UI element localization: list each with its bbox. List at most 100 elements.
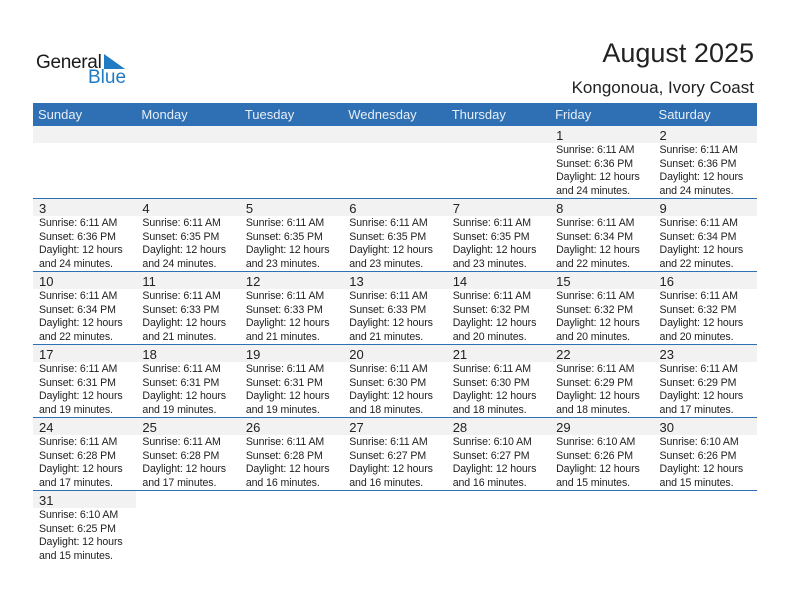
day-cell: 16 Sunrise: 6:11 AM Sunset: 6:32 PM Dayligh… [653,272,757,344]
empty-cell [550,491,653,563]
sunset-text: Sunset: 6:35 PM [452,230,530,243]
daylight-text: Daylight: 12 hours [142,463,227,475]
day-info: Sunrise: 6:11 AM Sunset: 6:31 PM Daylight:… [136,362,239,417]
day-cell: 14 Sunrise: 6:11 AM Sunset: 6:32 PM Dayligh… [446,272,551,344]
minutes-text: and 24 minutes. [142,257,217,270]
minutes-text: and 20 minutes. [659,330,734,343]
sunset-text: Sunset: 6:34 PM [659,230,737,243]
empty-cell [239,126,344,198]
day-info: Sunrise: 6:10 AM Sunset: 6:27 PM Daylight:… [447,435,550,490]
day-number: 28 [446,418,551,435]
day-number: 31 [33,491,137,508]
day-number: 9 [653,199,757,216]
day-cell: 24 Sunrise: 6:11 AM Sunset: 6:28 PM Dayligh… [33,418,137,490]
weekday-saturday: Saturday [658,107,711,122]
week-row: 31 Sunrise: 6:10 AM Sunset: 6:25 PM Dayligh… [33,491,757,563]
sunrise-text: Sunrise: 6:11 AM [452,363,531,375]
empty-cell [447,491,550,563]
daylight-text: Daylight: 12 hours [349,463,433,475]
day-info: Sunrise: 6:11 AM Sunset: 6:27 PM Daylight:… [343,435,446,490]
empty-cell [446,126,551,198]
daylight-text: Daylight: 12 hours [39,390,123,402]
sunrise-text: Sunrise: 6:11 AM [349,363,428,375]
daylight-text: Daylight: 12 hours [556,317,640,329]
empty-cell [343,491,446,563]
empty-cell [343,126,447,198]
day-number: 27 [343,418,447,435]
weekday-thursday: Thursday [451,107,506,122]
sunrise-text: Sunrise: 6:11 AM [39,217,118,229]
sunrise-text: Sunrise: 6:11 AM [142,290,221,302]
day-number: 1 [550,126,654,143]
daylight-text: Daylight: 12 hours [245,317,330,329]
day-info: Sunrise: 6:11 AM Sunset: 6:36 PM Daylight:… [33,216,136,271]
sunset-text: Sunset: 6:25 PM [39,522,116,535]
minutes-text: and 20 minutes. [452,330,527,343]
sunset-text: Sunset: 6:34 PM [39,303,116,316]
day-cell: 9 Sunrise: 6:11 AM Sunset: 6:34 PM Daylight… [653,199,757,271]
logo-text-general: General [36,52,102,73]
day-cell: 30 Sunrise: 6:10 AM Sunset: 6:26 PM Dayligh… [653,418,757,490]
sunset-text: Sunset: 6:26 PM [556,449,633,462]
daylight-text: Daylight: 12 hours [142,317,227,329]
week-row: 10 Sunrise: 6:11 AM Sunset: 6:34 PM Dayligh… [33,272,757,345]
day-number: 4 [136,199,240,216]
sunrise-text: Sunrise: 6:11 AM [245,290,325,302]
minutes-text: and 21 minutes. [142,330,217,343]
day-cell: 26 Sunrise: 6:11 AM Sunset: 6:28 PM Dayligh… [239,418,344,490]
minutes-text: and 22 minutes. [659,257,734,270]
day-info: Sunrise: 6:11 AM Sunset: 6:28 PM Daylight:… [240,435,343,490]
day-cell: 10 Sunrise: 6:11 AM Sunset: 6:34 PM Dayligh… [33,272,137,344]
sunset-text: Sunset: 6:31 PM [142,376,220,389]
daylight-text: Daylight: 12 hours [349,390,433,402]
day-cell: 12 Sunrise: 6:11 AM Sunset: 6:33 PM Dayligh… [239,272,344,344]
sunset-text: Sunset: 6:28 PM [142,449,220,462]
sunrise-text: Sunrise: 6:11 AM [659,144,738,156]
day-cell: 21 Sunrise: 6:11 AM Sunset: 6:30 PM Dayligh… [446,345,551,417]
daylight-text: Daylight: 12 hours [142,244,227,256]
minutes-text: and 19 minutes. [39,403,113,416]
day-cell: 25 Sunrise: 6:11 AM Sunset: 6:28 PM Dayligh… [136,418,240,490]
day-cell: 3 Sunrise: 6:11 AM Sunset: 6:36 PM Daylight… [33,199,137,271]
empty-cell [136,491,239,563]
daylight-text: Daylight: 12 hours [245,390,330,402]
day-number [343,126,447,143]
daylight-text: Daylight: 12 hours [39,536,123,548]
day-info: Sunrise: 6:11 AM Sunset: 6:31 PM Daylight:… [240,362,343,417]
daylight-text: Daylight: 12 hours [452,463,537,475]
day-info: Sunrise: 6:10 AM Sunset: 6:26 PM Daylight:… [550,435,653,490]
minutes-text: and 22 minutes. [556,257,630,270]
day-cell: 31 Sunrise: 6:10 AM Sunset: 6:25 PM Dayligh… [33,491,137,563]
sunrise-text: Sunrise: 6:10 AM [39,509,119,521]
day-cell: 8 Sunrise: 6:11 AM Sunset: 6:34 PM Daylight… [550,199,654,271]
minutes-text: and 15 minutes. [659,476,734,489]
day-cell: 18 Sunrise: 6:11 AM Sunset: 6:31 PM Dayligh… [136,345,240,417]
minutes-text: and 15 minutes. [39,549,113,562]
day-info: Sunrise: 6:11 AM Sunset: 6:28 PM Daylight:… [136,435,239,490]
day-number: 18 [136,345,240,362]
day-number: 16 [653,272,757,289]
sunset-text: Sunset: 6:29 PM [659,376,737,389]
week-row: 3 Sunrise: 6:11 AM Sunset: 6:36 PM Daylight… [33,199,757,272]
sunrise-text: Sunrise: 6:11 AM [39,363,118,375]
sunrise-text: Sunrise: 6:11 AM [39,290,118,302]
day-number: 11 [136,272,240,289]
daylight-text: Daylight: 12 hours [452,317,537,329]
sunrise-text: Sunrise: 6:11 AM [142,436,221,448]
day-info: Sunrise: 6:11 AM Sunset: 6:29 PM Daylight:… [550,362,653,417]
day-cell: 27 Sunrise: 6:11 AM Sunset: 6:27 PM Dayligh… [343,418,447,490]
day-number: 3 [33,199,137,216]
day-info: Sunrise: 6:10 AM Sunset: 6:26 PM Daylight:… [654,435,757,490]
sunset-text: Sunset: 6:36 PM [556,157,633,170]
day-cell: 2 Sunrise: 6:11 AM Sunset: 6:36 PM Daylight… [653,126,757,198]
day-number: 8 [550,199,654,216]
day-cell: 19 Sunrise: 6:11 AM Sunset: 6:31 PM Dayligh… [239,345,344,417]
sunrise-text: Sunrise: 6:11 AM [659,363,738,375]
sunset-text: Sunset: 6:29 PM [556,376,633,389]
day-number [446,126,551,143]
day-cell: 15 Sunrise: 6:11 AM Sunset: 6:32 PM Dayligh… [550,272,654,344]
daylight-text: Daylight: 12 hours [452,390,537,402]
sunset-text: Sunset: 6:36 PM [659,157,737,170]
day-number: 30 [653,418,757,435]
day-info: Sunrise: 6:11 AM Sunset: 6:36 PM Daylight:… [550,143,653,198]
